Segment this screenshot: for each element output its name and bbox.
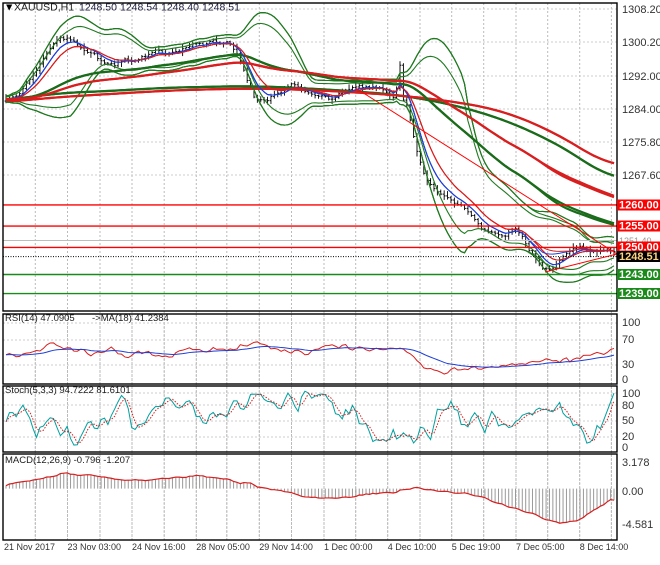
svg-text:1243.00: 1243.00: [619, 269, 659, 281]
svg-text:28 Nov 05:00: 28 Nov 05:00: [196, 542, 250, 552]
svg-text:0.00: 0.00: [622, 486, 643, 498]
svg-text:1248.51: 1248.51: [202, 2, 240, 14]
svg-text:100: 100: [622, 317, 640, 329]
svg-text:1275.80: 1275.80: [622, 137, 660, 149]
svg-text:1267.60: 1267.60: [622, 170, 660, 182]
svg-text:->MA(18) 41.2384: ->MA(18) 41.2384: [92, 313, 169, 324]
svg-text:100: 100: [622, 388, 640, 400]
svg-text:RSI(14) 47.0905: RSI(14) 47.0905: [5, 313, 75, 324]
svg-text:4 Dec 10:00: 4 Dec 10:00: [388, 542, 437, 552]
svg-text:24 Nov 16:00: 24 Nov 16:00: [132, 542, 186, 552]
svg-text:MACD(12,26,9) -0.796 -1.207: MACD(12,26,9) -0.796 -1.207: [5, 455, 130, 466]
svg-text:70: 70: [622, 334, 634, 346]
svg-text:5 Dec 19:00: 5 Dec 19:00: [452, 542, 501, 552]
svg-text:50: 50: [622, 415, 634, 427]
svg-text:1248.40: 1248.40: [161, 2, 199, 14]
svg-text:30: 30: [622, 359, 634, 371]
svg-text:1248.51: 1248.51: [619, 251, 659, 263]
svg-text:8 Dec 14:00: 8 Dec 14:00: [580, 542, 629, 552]
svg-text:29 Nov 14:00: 29 Nov 14:00: [259, 542, 313, 552]
svg-text:-4.581: -4.581: [622, 519, 653, 531]
svg-text:21 Nov 2017: 21 Nov 2017: [4, 542, 55, 552]
svg-text:1292.00: 1292.00: [622, 71, 660, 83]
svg-text:80: 80: [622, 400, 634, 412]
svg-text:0: 0: [622, 442, 628, 454]
svg-text:XAUUSD,H1: XAUUSD,H1: [14, 2, 74, 14]
svg-text:23 Nov 03:00: 23 Nov 03:00: [68, 542, 122, 552]
svg-text:3.178: 3.178: [622, 457, 650, 469]
svg-text:1284.00: 1284.00: [622, 104, 660, 116]
svg-text:0: 0: [622, 374, 628, 386]
svg-text:1248.54: 1248.54: [120, 2, 158, 14]
svg-text:1 Dec 00:00: 1 Dec 00:00: [324, 542, 373, 552]
svg-text:Stoch(5,3,3) 94.7222 81.6101: Stoch(5,3,3) 94.7222 81.6101: [5, 385, 131, 396]
svg-text:1308.20: 1308.20: [622, 4, 660, 16]
svg-text:1255.00: 1255.00: [619, 221, 659, 233]
svg-text:1260.00: 1260.00: [619, 200, 659, 212]
svg-text:1239.00: 1239.00: [619, 288, 659, 300]
svg-text:1248.50: 1248.50: [79, 2, 117, 14]
svg-text:7 Dec 05:00: 7 Dec 05:00: [516, 542, 565, 552]
svg-text:1300.20: 1300.20: [622, 37, 660, 49]
svg-text:▼: ▼: [4, 2, 14, 14]
